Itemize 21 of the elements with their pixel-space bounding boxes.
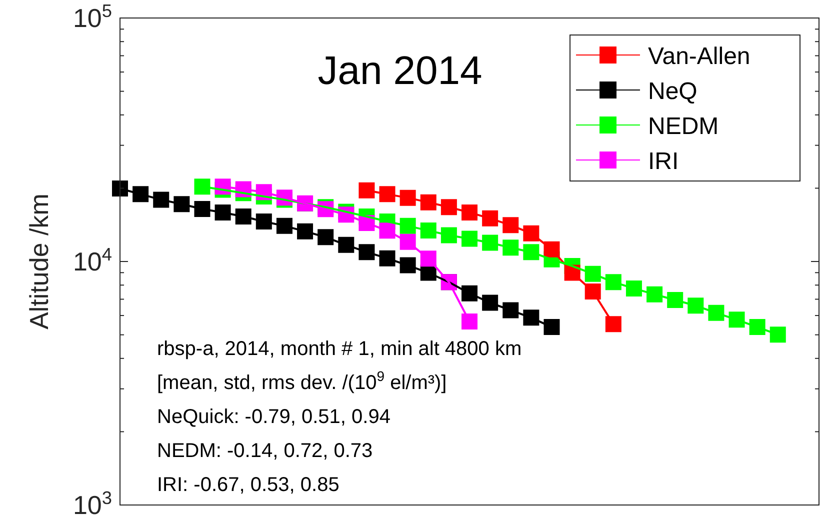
y-axis-title: Altitude /km <box>24 194 54 330</box>
annotation: NeQuick: -0.79, 0.51, 0.94 <box>157 406 390 428</box>
point <box>358 182 375 198</box>
legend-label: NeQ <box>648 78 698 105</box>
text: Jan 2014 <box>318 49 482 93</box>
point <box>194 178 210 195</box>
legend-label: Van-Allen <box>648 43 750 70</box>
point <box>462 314 478 330</box>
point <box>605 316 622 332</box>
annotation: rbsp-a, 2014, month # 1, min alt 4800 km <box>157 338 522 360</box>
annotation: [mean, std, rms dev. /(10$^{9}$ el/m³)] <box>157 368 447 394</box>
legend-label: NEDM <box>648 113 719 140</box>
legend-label: IRI <box>648 148 679 175</box>
annotation: NEDM: -0.14, 0.72, 0.73 <box>157 440 373 462</box>
point <box>770 326 786 343</box>
y-tick-label: 10$^{5}$ <box>72 1 112 33</box>
point <box>544 319 560 336</box>
y-tick-label: 10$^{4}$ <box>72 244 112 276</box>
y-tick-label: 10$^{3}$ <box>72 488 112 520</box>
annotation: IRI: -0.67, 0.53, 0.85 <box>157 474 340 496</box>
point <box>112 180 128 196</box>
